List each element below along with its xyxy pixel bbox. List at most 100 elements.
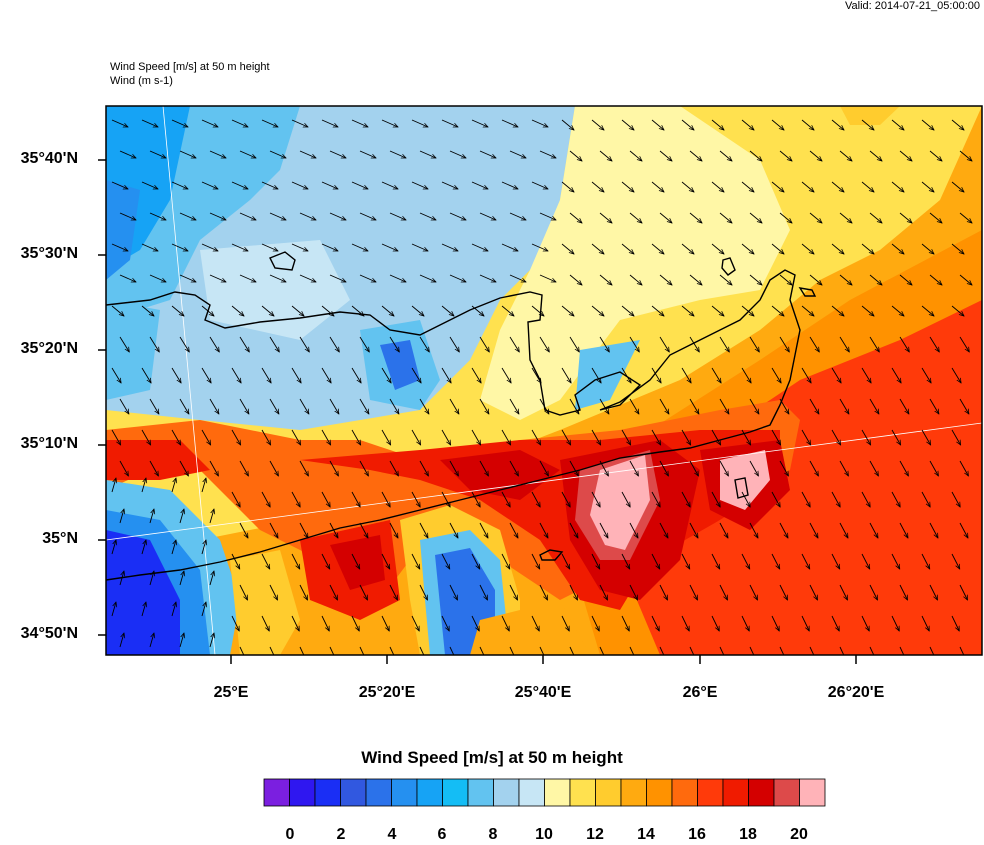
wind-vector-arrow <box>441 491 450 507</box>
wind-vector-arrow <box>959 212 972 223</box>
wind-vector-arrow <box>561 367 571 383</box>
wind-vector-arrow <box>509 398 519 414</box>
wind-vector-arrow <box>839 274 852 285</box>
wind-vector-arrow <box>659 398 669 414</box>
wind-vector-arrow <box>531 367 541 383</box>
wind-vector-arrow <box>621 367 631 383</box>
colorbar-swatch <box>748 778 775 807</box>
wind-vector-arrow <box>389 212 406 221</box>
wind-vector-arrow <box>381 181 398 190</box>
wind-vector-arrow <box>291 181 308 190</box>
wind-vector-arrow <box>929 398 939 414</box>
wind-vector-arrow <box>831 491 840 507</box>
wind-vector-arrow <box>921 367 931 383</box>
wind-vector-arrow <box>209 274 226 283</box>
wind-vector-arrow <box>239 212 256 221</box>
colorbar-tick-label: 6 <box>437 826 447 843</box>
wind-vector-arrow <box>171 429 181 445</box>
wind-vector-arrow <box>779 150 792 161</box>
wind-vector-arrow <box>501 305 514 316</box>
wind-vector-arrow <box>779 274 792 285</box>
wind-vectors <box>111 119 972 655</box>
wind-vector-arrow <box>689 398 699 414</box>
wind-vector-arrow <box>201 367 211 383</box>
wind-vector-arrow <box>681 615 689 631</box>
wind-vector-arrow <box>681 119 694 130</box>
wind-vector-arrow <box>681 305 694 316</box>
wind-vector-arrow <box>471 367 481 383</box>
wind-vector-arrow <box>269 460 278 476</box>
wind-vector-arrow <box>689 584 698 600</box>
wind-vector-arrow <box>449 584 458 600</box>
wind-vector-arrow <box>951 615 959 631</box>
wind-vector-arrow <box>329 460 338 476</box>
wind-vector-arrow <box>891 367 901 383</box>
wind-vector-arrow <box>651 553 660 569</box>
wind-vector-arrow <box>149 509 154 524</box>
wind-vector-arrow <box>681 491 690 507</box>
wind-vector-arrow <box>119 274 136 283</box>
wind-vector-arrow <box>861 305 874 316</box>
wind-vector-arrow <box>359 150 376 159</box>
wind-vector-arrow <box>501 615 509 631</box>
wind-vector-arrow <box>411 553 420 569</box>
wind-vector-arrow <box>231 181 248 190</box>
wind-vector-arrow <box>261 615 269 631</box>
colorbar-swatch <box>722 778 749 807</box>
wind-vector-arrow <box>741 553 750 569</box>
wind-vector-arrow <box>449 336 459 352</box>
wind-vector-arrow <box>771 181 784 192</box>
wind-vector-arrow <box>419 150 436 159</box>
wind-vector-arrow <box>201 478 206 493</box>
colorbar-swatch <box>544 778 571 807</box>
wind-vector-arrow <box>899 460 908 476</box>
wind-vector-arrow <box>179 336 189 352</box>
wind-vector-arrow <box>659 212 672 223</box>
wind-vector-arrow <box>741 615 749 631</box>
plot-titles: Wind Speed [m/s] at 50 m height Wind (m … <box>110 60 270 88</box>
wind-vector-arrow <box>351 367 361 383</box>
wind-vector-arrow <box>119 509 124 524</box>
wind-vector-arrow <box>359 584 368 600</box>
wind-vector-arrow <box>261 367 271 383</box>
wind-vector-arrow <box>239 398 249 414</box>
colorbar-tick-label: 18 <box>739 826 757 843</box>
wind-vector-arrow <box>779 584 788 600</box>
wind-vector-arrow <box>779 460 788 476</box>
wind-vector-arrow <box>479 274 496 283</box>
wind-vector-arrow <box>201 181 218 190</box>
wind-vector-arrow <box>299 584 308 600</box>
wind-vector-arrow <box>209 336 219 352</box>
wind-vector-arrow <box>209 398 219 414</box>
wind-vector-arrow <box>141 478 146 493</box>
wind-vector-arrow <box>801 553 810 569</box>
wind-vector-arrow <box>771 429 781 445</box>
wind-vector-arrow <box>771 243 784 254</box>
wind-vector-arrow <box>201 305 214 316</box>
lat-label: 35°10'N <box>20 435 78 452</box>
colorbar-tick-label: 2 <box>336 826 346 843</box>
wind-vector-arrow <box>539 398 549 414</box>
wind-vector-arrow <box>771 553 780 569</box>
colorbar-swatch <box>340 778 367 807</box>
wind-vector-arrow <box>921 429 931 445</box>
colorbar-swatch <box>416 778 443 807</box>
wind-vector-arrow <box>749 274 762 285</box>
wind-vector-arrow <box>861 119 874 130</box>
wind-vector-arrow <box>861 367 871 383</box>
wind-vector-arrow <box>141 181 158 190</box>
wind-vector-arrow <box>831 367 841 383</box>
wind-vector-arrow <box>711 305 724 316</box>
wind-vector-arrow <box>209 633 214 648</box>
wind-vector-arrow <box>531 429 541 445</box>
wind-vector-arrow <box>329 150 346 159</box>
wind-vector-arrow <box>659 274 672 285</box>
wind-vector-arrow <box>419 212 436 221</box>
wind-vector-arrow <box>329 212 346 221</box>
wind-vector-arrow <box>419 336 429 352</box>
wind-vector-arrow <box>141 602 146 617</box>
colorbar-swatch <box>391 778 418 807</box>
wind-vector-arrow <box>629 212 642 223</box>
wind-vector-arrow <box>449 460 458 476</box>
wind-vector-arrow <box>509 522 518 538</box>
